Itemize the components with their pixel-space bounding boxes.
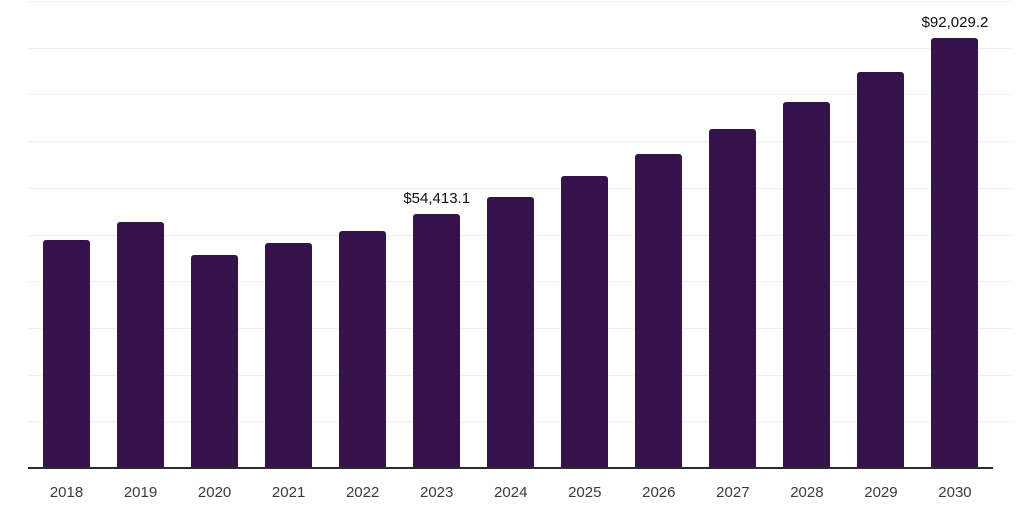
data-label-2030: $92,029.2: [921, 14, 989, 32]
x-tick-2019: 2019: [123, 484, 158, 501]
bar-2028[interactable]: [783, 101, 831, 468]
bar-2018[interactable]: [43, 240, 90, 468]
bar-2030[interactable]: [931, 38, 979, 468]
bar-2027[interactable]: [709, 128, 757, 468]
bar-2019[interactable]: [117, 221, 165, 468]
gridline: [28, 47, 1014, 49]
bar-2029[interactable]: [857, 71, 905, 468]
x-tick-2027: 2027: [716, 484, 750, 501]
bar-2024[interactable]: [487, 197, 535, 468]
x-tick-2020: 2020: [197, 484, 232, 501]
data-label-2023: $54,413.1: [403, 189, 471, 207]
bar-2022[interactable]: [339, 230, 387, 468]
x-axis-line: [28, 467, 993, 469]
x-tick-2022: 2022: [345, 484, 380, 501]
bar-2021[interactable]: [265, 242, 313, 468]
x-tick-2018: 2018: [49, 484, 84, 501]
bar-2023[interactable]: [413, 213, 461, 468]
bar-2020[interactable]: [191, 255, 239, 468]
x-tick-2024: 2024: [494, 484, 528, 501]
x-tick-2028: 2028: [790, 484, 824, 501]
x-tick-2030: 2030: [938, 484, 972, 501]
x-tick-2026: 2026: [642, 484, 676, 501]
bar-2026[interactable]: [635, 154, 683, 468]
x-tick-2029: 2029: [864, 484, 898, 501]
gridline: [28, 1, 1014, 2]
bar-2025[interactable]: [561, 176, 609, 468]
x-tick-2025: 2025: [568, 484, 602, 501]
x-tick-2023: 2023: [420, 484, 454, 501]
x-tick-2021: 2021: [271, 484, 306, 501]
